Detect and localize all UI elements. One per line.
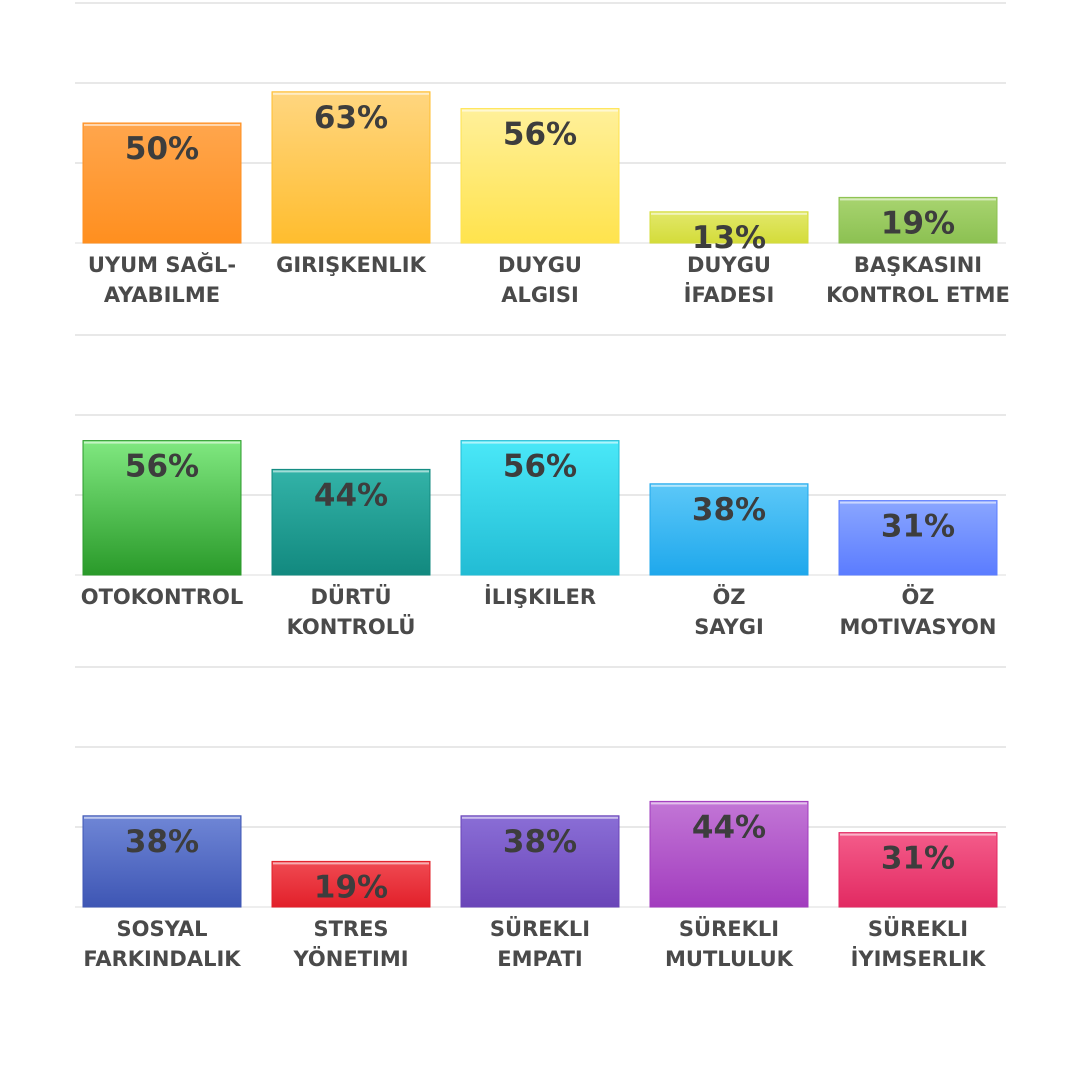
- bar-value-label: 63%: [314, 100, 388, 136]
- category-label: ÖZ: [901, 584, 934, 609]
- bar-value-label: 13%: [692, 220, 766, 256]
- bar-highlight: [462, 441, 618, 444]
- bar: [271, 468, 431, 576]
- bar-value-label: 38%: [503, 824, 577, 860]
- category-label: OTOKONTROL: [81, 585, 244, 609]
- bar-highlight: [273, 862, 429, 865]
- bar-highlight: [651, 484, 807, 487]
- category-label: KONTROLÜ: [287, 614, 416, 639]
- bar: [82, 815, 242, 908]
- bar: [460, 440, 620, 576]
- category-label: AYABILME: [104, 283, 220, 307]
- category-label: UYUM SAĞL-: [88, 252, 236, 277]
- category-label: İYIMSERLIK: [851, 946, 987, 971]
- bar-value-label: 44%: [314, 477, 388, 513]
- category-label: ALGISI: [501, 283, 579, 307]
- bar-highlight: [651, 802, 807, 805]
- bar-value-label: 19%: [881, 205, 955, 241]
- category-label: DUYGU: [498, 253, 582, 277]
- category-label: KONTROL ETME: [826, 283, 1010, 307]
- category-label: DÜRTÜ: [310, 584, 391, 609]
- bar-value-label: 38%: [125, 824, 199, 860]
- bar-highlight: [840, 501, 996, 504]
- category-label: SÜREKLI: [490, 916, 590, 941]
- bar-value-label: 19%: [314, 869, 388, 905]
- bar: [82, 122, 242, 244]
- chart-panel-1: 50% UYUM SAĞL- AYABILME 63% GIRIŞKENLIK 56% DU…: [75, 2, 1010, 307]
- bar-value-label: 56%: [125, 449, 199, 485]
- bar: [649, 800, 809, 908]
- bar-highlight: [462, 109, 618, 112]
- bar: [460, 108, 620, 244]
- bar: [838, 500, 998, 576]
- bar-highlight: [840, 833, 996, 836]
- category-label: MOTIVASYON: [840, 615, 997, 639]
- bar-value-label: 44%: [692, 809, 766, 845]
- bar: [649, 211, 809, 244]
- bar-highlight: [84, 441, 240, 444]
- category-label: DUYGU: [687, 253, 771, 277]
- bar-value-label: 56%: [503, 449, 577, 485]
- category-label: ÖZ: [712, 584, 745, 609]
- category-label: YÖNETIMI: [292, 946, 408, 971]
- category-label: MUTLULUK: [665, 947, 794, 971]
- bar: [649, 483, 809, 576]
- bar-value-label: 31%: [881, 841, 955, 877]
- category-label: İFADESI: [684, 282, 775, 307]
- category-label: GIRIŞKENLIK: [276, 253, 427, 277]
- bar-value-label: 50%: [125, 131, 199, 167]
- bar: [271, 91, 431, 244]
- category-label: SÜREKLI: [868, 916, 968, 941]
- chart-panel-3: 38% SOSYAL FARKINDALIK 19% STRES YÖNETIMI 38% S…: [75, 666, 1006, 971]
- bar-highlight: [462, 816, 618, 819]
- chart-panel-2: 56% OTOKONTROL 44% DÜRTÜ KONTROLÜ 56% İLIŞKILE…: [75, 334, 1006, 639]
- bar-highlight: [273, 92, 429, 95]
- bar-value-label: 38%: [692, 492, 766, 528]
- category-label: SAYGI: [694, 615, 764, 639]
- category-label: BAŞKASINI: [854, 253, 982, 277]
- bar-highlight: [651, 212, 807, 215]
- bar-highlight: [84, 124, 240, 126]
- bar: [460, 815, 620, 908]
- category-label: İLIŞKILER: [484, 584, 596, 609]
- bar: [838, 832, 998, 908]
- bar-value-label: 56%: [503, 117, 577, 153]
- bar-highlight: [273, 470, 429, 473]
- category-label: SOSYAL: [117, 917, 208, 941]
- bar: [838, 196, 998, 244]
- bar: [82, 440, 242, 576]
- category-label: SÜREKLI: [679, 916, 779, 941]
- bar-highlight: [840, 198, 996, 201]
- category-label: FARKINDALIK: [83, 947, 241, 971]
- bar-highlight: [84, 816, 240, 819]
- category-label: STRES: [313, 917, 388, 941]
- category-label: EMPATI: [497, 947, 582, 971]
- bar: [271, 860, 431, 908]
- bar-value-label: 31%: [881, 509, 955, 545]
